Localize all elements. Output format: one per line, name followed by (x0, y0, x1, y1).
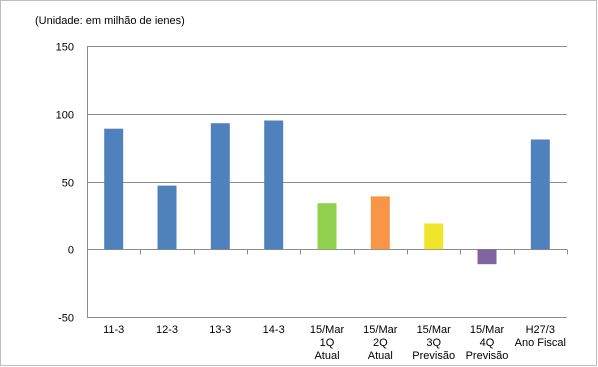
x-tick-label: 15/Mar 3Q Previsão (412, 324, 455, 362)
x-tick-label-line: H27/3 (526, 324, 555, 336)
x-tick-label: 15/Mar 2Q Atual (363, 324, 398, 362)
x-tick-label-line: 1Q (320, 337, 335, 349)
x-tick-label-line: 4Q (480, 337, 495, 349)
bar (530, 139, 550, 250)
x-tick-label-line: 15/Mar (310, 324, 345, 336)
bar (104, 128, 124, 250)
x-tick-label: 15/Mar 4Q Previsão (466, 324, 509, 362)
axes (87, 46, 568, 317)
bar (370, 196, 390, 250)
x-tick-label-line: 14-3 (263, 324, 285, 336)
x-tick-label-line: 15/Mar (417, 324, 452, 336)
y-tick-label: 150 (56, 42, 74, 54)
x-tick-label-line: 12-3 (156, 324, 178, 336)
x-tick-label: H27/3 Ano Fiscal (515, 324, 566, 349)
x-tick-label-line: 15/Mar (363, 324, 398, 336)
x-tick-label-line: 15/Mar (470, 324, 505, 336)
x-tick-label-line: Atual (368, 350, 393, 362)
y-tick-label: -50 (58, 313, 74, 325)
x-tick-label: 15/Mar 1Q Atual (310, 324, 345, 362)
x-tick-label-line: 11-3 (103, 324, 124, 336)
x-tick-label-line: 13-3 (209, 324, 231, 336)
x-tick-label-line: Previsão (412, 350, 455, 362)
y-tick-label: 100 (56, 110, 74, 122)
bar (264, 120, 284, 250)
x-tick-label-line: 3Q (426, 337, 441, 349)
gridlines (87, 46, 567, 318)
bar (477, 249, 497, 265)
bar (157, 185, 177, 250)
y-tick-labels: -50 0 50 100 150 (56, 42, 74, 325)
x-tick-label: 13-3 (209, 324, 231, 336)
x-tick-label: 14-3 (263, 324, 285, 336)
x-tick-label: 11-3 (103, 324, 124, 336)
x-tick-label-line: 2Q (373, 337, 388, 349)
bar (317, 203, 337, 250)
x-tick-label-line: Ano Fiscal (515, 337, 566, 349)
bar (210, 123, 230, 250)
bars (104, 120, 550, 265)
x-tick-label-line: Previsão (466, 350, 509, 362)
y-tick-label: 50 (62, 178, 74, 190)
x-tick-label: 12-3 (156, 324, 178, 336)
unit-label: (Unidade: em milhão de ienes) (35, 15, 185, 27)
x-tick-label-line: Atual (314, 350, 339, 362)
y-tick-label: 0 (68, 245, 74, 257)
bar (424, 223, 444, 250)
